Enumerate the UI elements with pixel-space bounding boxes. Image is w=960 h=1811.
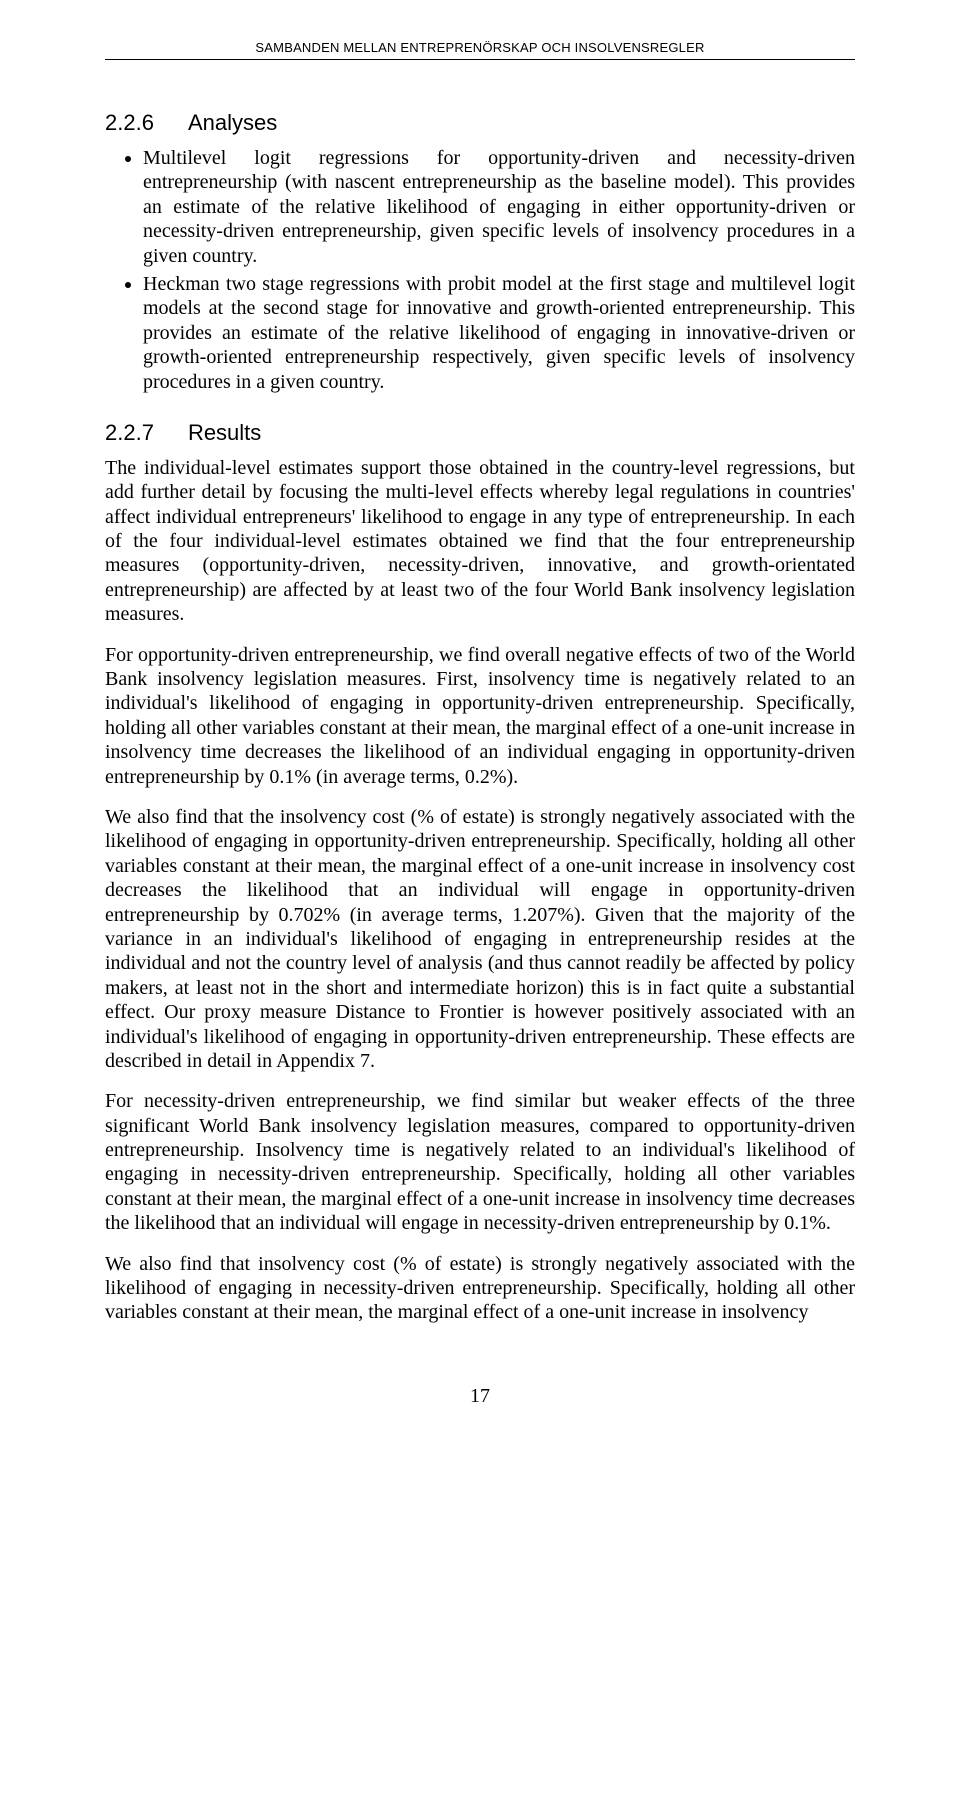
body-paragraph: For opportunity-driven entrepreneurship,… (105, 643, 855, 789)
section-title: Results (188, 420, 261, 445)
section-number: 2.2.7 (105, 420, 154, 446)
body-paragraph: The individual-level estimates support t… (105, 456, 855, 627)
section-title: Analyses (188, 110, 277, 135)
section-number: 2.2.6 (105, 110, 154, 136)
body-paragraph: We also find that the insolvency cost (%… (105, 805, 855, 1073)
page-number: 17 (105, 1385, 855, 1408)
running-head-rule (105, 59, 855, 60)
analyses-bullet-list: Multilevel logit regressions for opportu… (105, 146, 855, 394)
body-paragraph: For necessity-driven entrepreneurship, w… (105, 1089, 855, 1235)
section-heading-analyses: 2.2.6 Analyses (105, 110, 855, 136)
list-item: Multilevel logit regressions for opportu… (143, 146, 855, 268)
section-heading-results: 2.2.7 Results (105, 420, 855, 446)
list-item: Heckman two stage regressions with probi… (143, 272, 855, 394)
body-paragraph: We also find that insolvency cost (% of … (105, 1252, 855, 1325)
running-head: SAMBANDEN MELLAN ENTREPRENÖRSKAP OCH INS… (105, 40, 855, 55)
document-page: SAMBANDEN MELLAN ENTREPRENÖRSKAP OCH INS… (0, 0, 960, 1448)
